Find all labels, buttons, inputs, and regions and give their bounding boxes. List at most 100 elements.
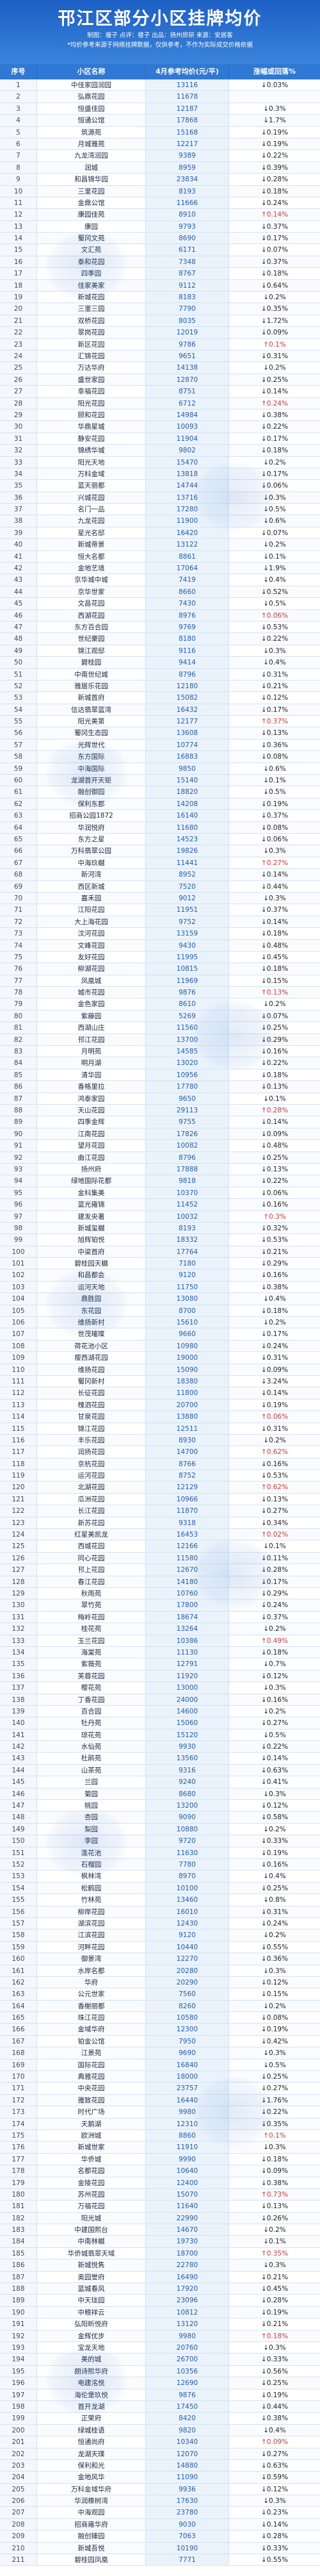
community-name-cell: 秋雨苑 [37, 1588, 146, 1600]
change-cell: ↓0.06% [229, 834, 320, 846]
change-cell: ↓0.18% [229, 445, 320, 457]
row-number-cell: 194 [0, 2354, 37, 2366]
price-cell: 13460 [146, 1894, 229, 1906]
row-number-cell: 15 [0, 244, 37, 256]
community-name-cell: 紫藤园 [37, 1010, 146, 1023]
change-cell: ↓0.38% [229, 1281, 320, 1294]
row-number-cell: 11 [0, 197, 37, 210]
change-cell: ↓0.38% [229, 2413, 320, 2425]
change-cell: ↓0.19% [229, 1847, 320, 1859]
row-number-cell: 171 [0, 2083, 37, 2095]
row-number-cell: 86 [0, 1081, 37, 1093]
price-cell: 8752 [146, 1470, 229, 1482]
price-cell: 13608 [146, 727, 229, 739]
price-cell: 8690 [146, 233, 229, 245]
row-number-cell: 10 [0, 185, 37, 197]
change-cell: ↓0.13% [229, 2200, 320, 2213]
change-cell: ↓0.13% [229, 1493, 320, 1506]
community-name-cell: 新河湾 [37, 869, 146, 881]
community-name-cell: 华润悦府 [37, 822, 146, 834]
price-cell: 15470 [146, 456, 229, 468]
change-cell: ↓0.03% [229, 79, 320, 92]
community-name-cell: 苏州花园 [37, 2188, 146, 2201]
community-name-cell: 菊园 [37, 1788, 146, 1801]
price-cell: 19730 [146, 2236, 229, 2248]
change-cell: ↑0.1% [229, 338, 320, 351]
row-number-cell: 113 [0, 1399, 37, 1412]
community-name-cell: 颐和花园 [37, 409, 146, 422]
price-cell: 14600 [146, 1705, 229, 1718]
community-name-cell: 正荣府 [37, 2413, 146, 2425]
row-number-cell: 13 [0, 220, 37, 233]
price-cell: 9786 [146, 338, 229, 351]
price-cell: 23834 [146, 174, 229, 186]
row-number-cell: 146 [0, 1788, 37, 1801]
price-cell: 11090 [146, 2472, 229, 2484]
row-number-cell: 34 [0, 468, 37, 481]
price-table-body: 1 中佳家园润园 13116 ↓0.03% 2 弘鼎花园 11678 3 恒盛佳园 12187 ↓0… [0, 79, 320, 2566]
change-cell: ↓0.25% [229, 1882, 320, 1895]
change-cell: ↓0.16% [229, 1858, 320, 1871]
row-number-cell: 179 [0, 2177, 37, 2189]
row-number-cell: 53 [0, 692, 37, 704]
price-cell: 11995 [146, 951, 229, 964]
change-cell: ↓0.19% [229, 2024, 320, 2036]
change-cell: ↓0.16% [229, 1046, 320, 1058]
community-name-cell: 旭辉铂悦 [37, 1234, 146, 1246]
community-name-cell: 时代广场 [37, 2106, 146, 2118]
change-cell: ↓0.2% [229, 362, 320, 374]
row-number-cell: 126 [0, 1552, 37, 1565]
community-name-cell: 邗上花园 [37, 1564, 146, 1576]
community-name-cell: 邗江花园 [37, 1034, 146, 1046]
community-name-cell: 大上海花园 [37, 916, 146, 929]
price-cell: 11900 [146, 515, 229, 527]
row-number-cell: 118 [0, 1458, 37, 1471]
credits-line: 制图：瘦子 点评：楼子 出品：扬州房研 来源：安居客 [87, 32, 233, 39]
change-cell: ↓0.18% [229, 963, 320, 975]
community-name-cell: 北湖花园 [37, 1482, 146, 1494]
change-cell: ↓0.55% [229, 1941, 320, 1954]
community-name-cell: 铂金公馆 [37, 2035, 146, 2048]
row-number-cell: 207 [0, 2507, 37, 2519]
price-cell: 17800 [146, 1599, 229, 1612]
change-cell: ↓0.12% [229, 2483, 320, 2496]
price-cell: 15168 [146, 126, 229, 138]
price-cell: 9651 [146, 350, 229, 363]
row-number-cell: 64 [0, 822, 37, 834]
community-name-cell: 兴城花园 [37, 491, 146, 504]
change-cell: ↓0.5% [229, 598, 320, 610]
change-cell: ↓0.26% [229, 2212, 320, 2225]
change-cell: ↓0.41% [229, 1776, 320, 1788]
column-header-price: 4月参考均价(元/平) [146, 64, 229, 79]
change-cell: ↓0.3% [229, 2142, 320, 2154]
change-cell: ↓1.7% [229, 115, 320, 127]
price-cell: 23757 [146, 2083, 229, 2095]
change-cell: ↓0.08% [229, 2012, 320, 2024]
price-cell: 16432 [146, 704, 229, 716]
change-cell: ↓0.22% [229, 1175, 320, 1187]
community-name-cell: 东方之星 [37, 834, 146, 846]
change-cell: ↓0.07% [229, 1010, 320, 1023]
community-name-cell: 中天珑园 [37, 2295, 146, 2307]
row-number-cell: 174 [0, 2118, 37, 2130]
row-number-cell: 69 [0, 880, 37, 893]
price-cell: 9755 [146, 1116, 229, 1128]
change-cell: ↓0.4% [229, 657, 320, 669]
community-name-cell: 万福花园 [37, 2200, 146, 2213]
community-name-cell: 瓜洲花园 [37, 1493, 146, 1506]
community-name-cell: 中南世纪城 [37, 668, 146, 681]
community-name-cell: 京华世家 [37, 586, 146, 599]
row-number-cell: 30 [0, 421, 37, 433]
price-cell: 12310 [146, 2118, 229, 2130]
price-cell: 12690 [146, 2377, 229, 2390]
price-cell: 8952 [146, 869, 229, 881]
price-cell: 20700 [146, 1399, 229, 1412]
change-cell: ↓0.3% [229, 1788, 320, 1801]
row-number-cell: 101 [0, 1258, 37, 1270]
change-cell: ↓0.45% [229, 951, 320, 964]
price-cell: 9820 [146, 2424, 229, 2437]
row-number-cell: 68 [0, 869, 37, 881]
community-name-cell: 华侨城 [37, 2153, 146, 2166]
community-name-cell: 丁香花园 [37, 1694, 146, 1706]
community-name-cell: 杏园 [37, 1812, 146, 1824]
